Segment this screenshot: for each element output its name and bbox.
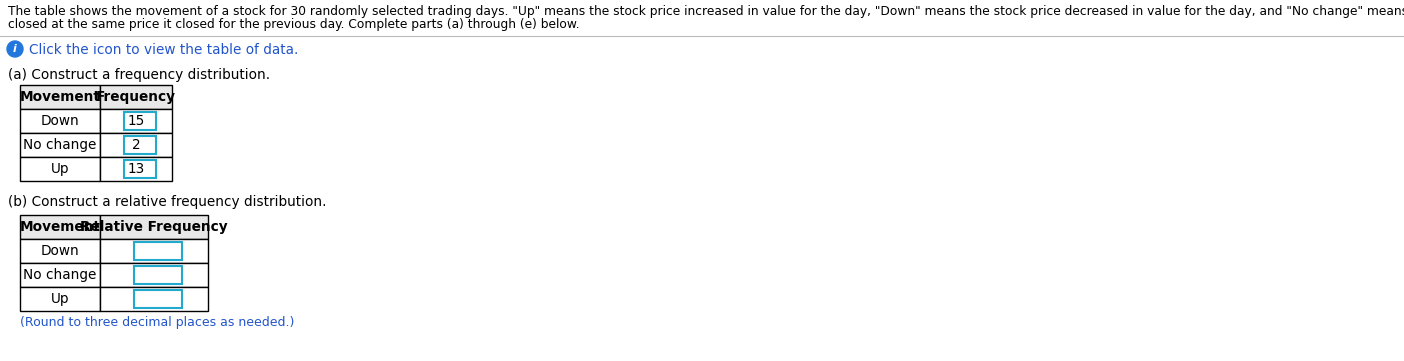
- Text: No change: No change: [24, 138, 97, 152]
- Text: (b) Construct a relative frequency distribution.: (b) Construct a relative frequency distr…: [8, 195, 327, 209]
- Bar: [124, 160, 156, 178]
- Bar: [133, 290, 183, 308]
- Text: No change: No change: [24, 268, 97, 282]
- Bar: [20, 215, 100, 239]
- Bar: [100, 215, 208, 239]
- Text: The table shows the movement of a stock for 30 randomly selected trading days. ": The table shows the movement of a stock …: [8, 5, 1404, 18]
- Bar: [124, 112, 156, 130]
- Text: closed at the same price it closed for the previous day. Complete parts (a) thro: closed at the same price it closed for t…: [8, 18, 580, 31]
- Text: 15: 15: [128, 114, 145, 128]
- Circle shape: [7, 41, 22, 57]
- Bar: [133, 266, 183, 284]
- Bar: [20, 263, 100, 287]
- Text: (a) Construct a frequency distribution.: (a) Construct a frequency distribution.: [8, 68, 270, 82]
- Bar: [124, 136, 156, 154]
- Bar: [100, 239, 208, 263]
- Text: Up: Up: [51, 292, 69, 306]
- Text: Frequency: Frequency: [95, 90, 176, 104]
- Text: Down: Down: [41, 114, 80, 128]
- Bar: [20, 287, 100, 311]
- Bar: [100, 85, 173, 109]
- Bar: [100, 263, 208, 287]
- Text: Up: Up: [51, 162, 69, 176]
- Text: i: i: [13, 44, 17, 54]
- Bar: [20, 157, 100, 181]
- Bar: [100, 109, 173, 133]
- Bar: [100, 157, 173, 181]
- Text: Movement: Movement: [20, 220, 101, 234]
- Bar: [100, 287, 208, 311]
- Bar: [20, 109, 100, 133]
- Bar: [20, 85, 100, 109]
- Text: Movement: Movement: [20, 90, 101, 104]
- Text: Relative Frequency: Relative Frequency: [80, 220, 227, 234]
- Text: (Round to three decimal places as needed.): (Round to three decimal places as needed…: [20, 316, 295, 329]
- Bar: [20, 133, 100, 157]
- Bar: [20, 239, 100, 263]
- Text: Down: Down: [41, 244, 80, 258]
- Text: 2: 2: [132, 138, 140, 152]
- Bar: [133, 242, 183, 260]
- Bar: [100, 133, 173, 157]
- Text: 13: 13: [128, 162, 145, 176]
- Text: Click the icon to view the table of data.: Click the icon to view the table of data…: [29, 43, 299, 57]
